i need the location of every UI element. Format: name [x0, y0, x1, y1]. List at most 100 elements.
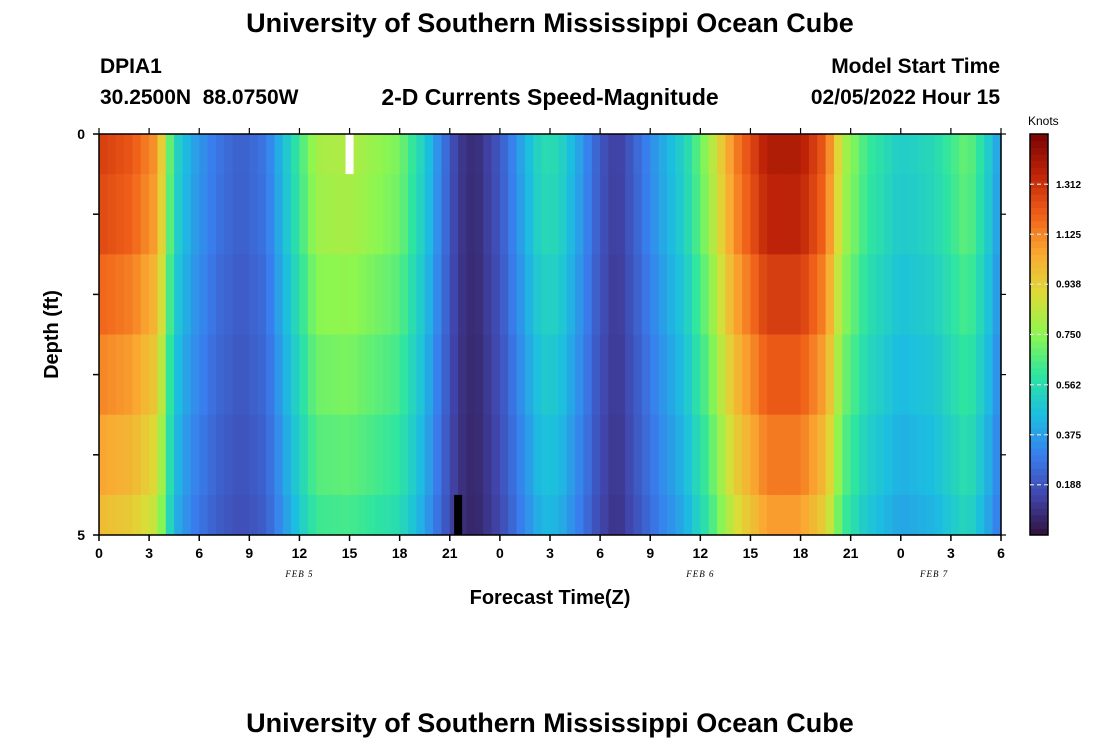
heatmap-cell	[257, 134, 267, 175]
heatmap-cell	[458, 254, 468, 335]
heatmap-cell	[909, 134, 919, 175]
heatmap-cell	[282, 254, 292, 335]
heatmap-cell	[583, 494, 593, 536]
heatmap-cell	[399, 414, 409, 496]
heatmap-cell	[967, 134, 977, 175]
heatmap-cell	[307, 494, 317, 536]
heatmap-cell	[399, 334, 409, 416]
heatmap-cell	[207, 254, 217, 335]
heatmap-cell	[792, 134, 802, 175]
heatmap-cell	[424, 334, 434, 416]
heatmap-cell	[633, 134, 643, 175]
colorbar-segment	[1030, 254, 1048, 262]
heatmap-cell	[533, 494, 543, 536]
heatmap-cell	[900, 414, 910, 496]
missing-data-mark	[454, 494, 463, 535]
heatmap-cell	[541, 174, 551, 255]
heatmap-cell	[984, 494, 994, 536]
heatmap-cell	[817, 174, 827, 255]
heatmap-cell	[900, 494, 910, 536]
heatmap-cell	[616, 494, 626, 536]
heatmap-cell	[107, 494, 117, 536]
heatmap-cell	[282, 134, 292, 175]
heatmap-cell	[516, 254, 526, 335]
heatmap-cell	[842, 494, 852, 536]
heatmap-cell	[207, 334, 217, 416]
heatmap-cell	[566, 494, 576, 536]
colorbar-segment	[1030, 514, 1048, 523]
heatmap-cell	[959, 414, 969, 496]
heatmap-cell	[875, 134, 885, 175]
heatmap-cell	[508, 414, 518, 496]
heatmap-cell	[174, 134, 184, 175]
page-title: University of Southern Mississippi Ocean…	[246, 8, 854, 38]
heatmap-cell	[491, 134, 501, 175]
heatmap-cell	[917, 174, 927, 255]
heatmap-cell	[566, 134, 576, 175]
heatmap-cell	[399, 254, 409, 335]
heatmap-cell	[742, 174, 752, 255]
heatmap-cell	[600, 134, 610, 175]
heatmap-cell	[324, 254, 334, 335]
heatmap-cell	[449, 414, 459, 496]
heatmap-cell	[992, 414, 1002, 496]
heatmap-cell	[249, 134, 259, 175]
colorbar-tick-label: 0.938	[1056, 280, 1081, 291]
colorbar-tick-label: 1.312	[1056, 180, 1081, 191]
x-axis: 0 3 6 9 12 15 18 21 0 3 6 9 12 15 18 21 0 3 6 FEB 5 FEB 6 FEB…	[95, 128, 1005, 579]
heatmap-cell	[591, 134, 601, 175]
colorbar-segment	[1030, 367, 1048, 376]
heatmap-cell	[366, 254, 376, 335]
heatmap-cell	[107, 254, 117, 335]
heatmap-cell	[666, 334, 676, 416]
heatmap-cell	[382, 414, 392, 496]
heatmap-cell	[967, 494, 977, 536]
heatmap-cell	[316, 334, 326, 416]
heatmap-cell	[950, 134, 960, 175]
heatmap-cell	[190, 414, 200, 496]
heatmap-cell	[182, 174, 192, 255]
heatmap-cell	[925, 414, 935, 496]
heatmap-cell	[641, 254, 651, 335]
heatmap-cell	[925, 334, 935, 416]
colorbar-segment	[1030, 354, 1048, 362]
heatmap-cell	[850, 174, 860, 255]
heatmap-cell	[215, 174, 225, 255]
heatmap-cell	[616, 334, 626, 416]
heatmap-cell	[967, 334, 977, 416]
heatmap-cell	[850, 334, 860, 416]
heatmap-cell	[491, 494, 501, 536]
heatmap-cell	[942, 174, 952, 255]
heatmap-cell	[157, 254, 167, 335]
heatmap-cell	[566, 254, 576, 335]
model-start-label: Model Start Time	[831, 55, 1000, 78]
heatmap-cell	[783, 414, 793, 496]
heatmap-cell	[550, 334, 559, 416]
colorbar-segment	[1030, 301, 1048, 309]
heatmap-cell	[583, 254, 593, 335]
heatmap-cell	[666, 134, 676, 175]
heatmap-cell	[274, 414, 284, 496]
heatmap-cell	[608, 174, 618, 255]
x-tick-label: 9	[646, 545, 654, 561]
colorbar-tick-label: 0.562	[1056, 380, 1081, 391]
heatmap-cell	[775, 414, 785, 496]
heatmap-cell	[633, 334, 643, 416]
heatmap-cell	[558, 254, 568, 335]
heatmap-cell	[357, 174, 367, 255]
heatmap-cell	[416, 334, 426, 416]
heatmap-cell	[541, 494, 551, 536]
heatmap-cell	[842, 334, 852, 416]
heatmap-cell	[992, 494, 1002, 536]
heatmap-cell	[224, 134, 234, 175]
heatmap-cell	[157, 334, 167, 416]
heatmap-cell	[399, 494, 409, 536]
heatmap-cell	[466, 334, 476, 416]
heatmap-cell	[524, 254, 534, 335]
heatmap-cell	[700, 334, 710, 416]
heatmap-cell	[608, 414, 618, 496]
heatmap-cell	[157, 414, 167, 496]
colorbar-tick-label: 1.125	[1056, 230, 1081, 241]
x-date-label: FEB 7	[919, 569, 948, 579]
heatmap-cell	[307, 174, 317, 255]
